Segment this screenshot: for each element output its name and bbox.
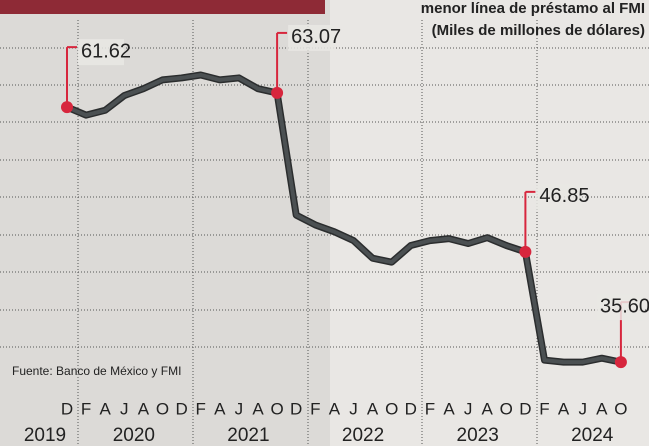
x-tick-label: F <box>425 399 435 418</box>
label-bg <box>597 294 643 321</box>
x-tick-label: D <box>405 399 417 418</box>
x-tick-label: F <box>539 399 549 418</box>
grid <box>0 20 649 446</box>
x-tick-label: J <box>578 399 587 418</box>
x-tick-label: O <box>385 399 398 418</box>
x-tick-label: A <box>443 399 455 418</box>
x-tick-label: A <box>329 399 341 418</box>
x-tick-label: A <box>367 399 379 418</box>
x-tick-label: D <box>61 399 73 418</box>
label-bg <box>536 183 583 210</box>
x-tick-label: D <box>519 399 531 418</box>
point <box>614 356 627 369</box>
value-label: 46.85 <box>539 185 589 207</box>
x-tick-label: D <box>290 399 302 418</box>
value-label: 61.62 <box>81 40 131 62</box>
x-tick-label: A <box>252 399 264 418</box>
year-label: 2023 <box>457 425 499 446</box>
x-tick-label: F <box>81 399 91 418</box>
line <box>66 72 622 365</box>
x-tick-label: J <box>464 399 473 418</box>
x-tick-label: O <box>270 399 283 418</box>
x-tick-label: A <box>596 399 608 418</box>
x-tick-label: A <box>138 399 150 418</box>
source-note: Fuente: Banco de México y FMI <box>12 364 181 378</box>
x-tick-label: O <box>500 399 513 418</box>
value-label: 63.07 <box>291 26 341 48</box>
chart-subtitle: (Miles de millones de dólares) <box>432 22 645 39</box>
label-bg <box>288 24 335 51</box>
x-tick-label: F <box>310 399 320 418</box>
point <box>519 245 532 258</box>
panel-shade <box>0 0 330 446</box>
x-tick-label: F <box>196 399 206 418</box>
x-tick-label: J <box>235 399 244 418</box>
year-label: 2020 <box>113 425 155 446</box>
year-label: 2022 <box>342 425 384 446</box>
label-bg <box>78 39 124 66</box>
header-bar <box>0 0 325 14</box>
x-tick-label: A <box>100 399 112 418</box>
x-tick-label: A <box>482 399 494 418</box>
point <box>271 86 284 99</box>
x-tick-label: J <box>349 399 358 418</box>
chart-title: menor línea de préstamo al FMI <box>421 0 645 17</box>
x-tick-label: J <box>120 399 129 418</box>
point <box>61 101 73 114</box>
year-label: 2024 <box>571 425 614 446</box>
year-label: 2019 <box>24 425 66 446</box>
x-tick-label: A <box>558 399 570 418</box>
x-tick-label: A <box>214 399 226 418</box>
x-tick-label: D <box>175 399 187 418</box>
value-label: 35.60 <box>600 295 649 317</box>
year-label: 2021 <box>227 425 269 446</box>
x-tick-label: O <box>614 399 627 418</box>
x-tick-label: O <box>156 399 169 418</box>
